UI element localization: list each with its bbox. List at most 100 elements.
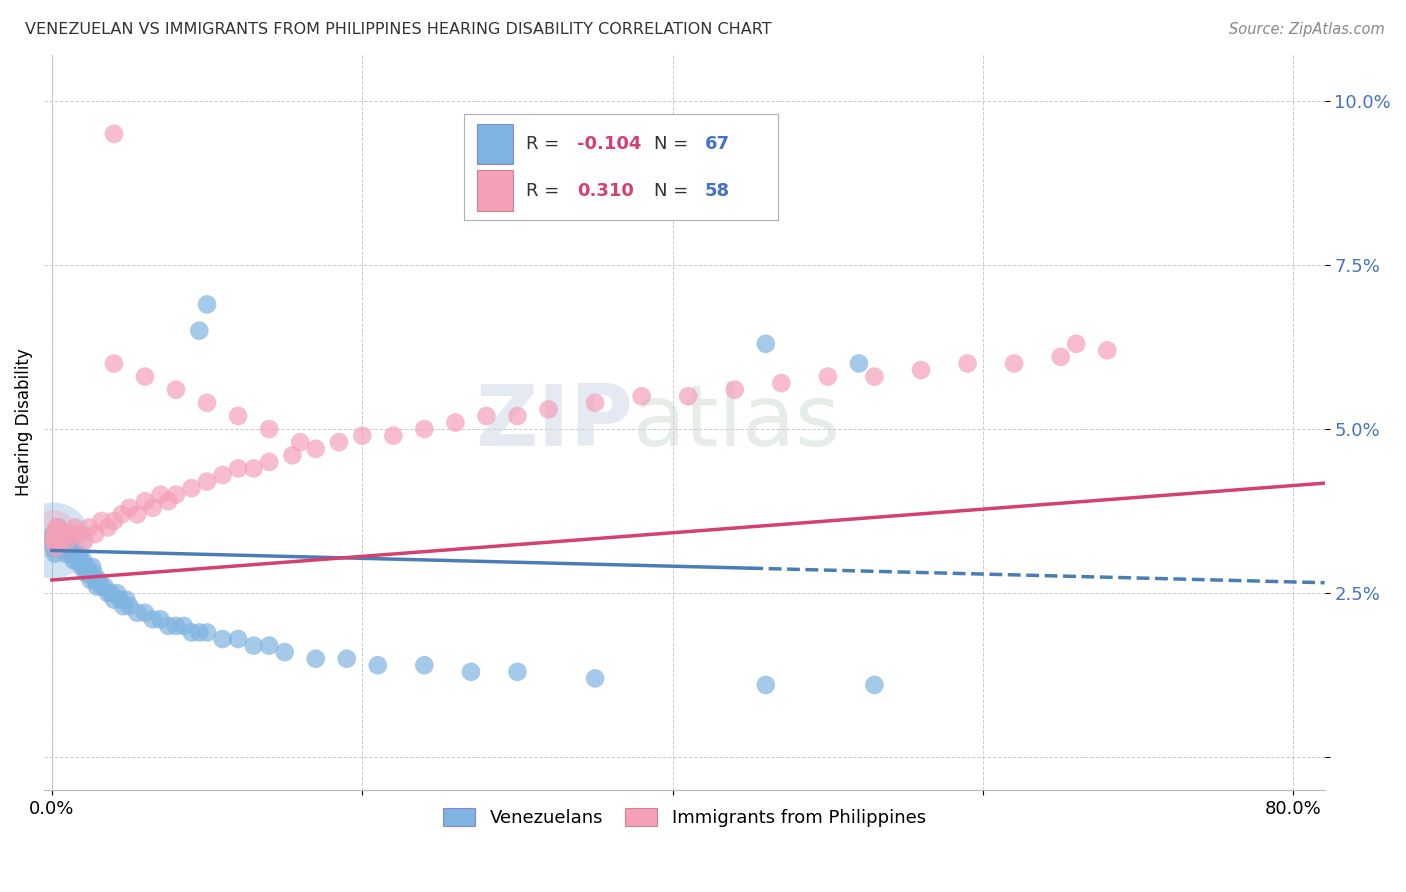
Point xyxy=(910,363,932,377)
Point xyxy=(226,409,249,423)
Point xyxy=(44,547,66,561)
Point xyxy=(90,514,112,528)
Point xyxy=(103,356,125,370)
Point xyxy=(226,461,249,475)
Point xyxy=(44,527,66,541)
Point xyxy=(83,566,105,581)
Point xyxy=(45,527,67,541)
Point xyxy=(93,580,115,594)
Point xyxy=(44,527,66,541)
Point xyxy=(45,540,67,554)
Point xyxy=(48,527,70,541)
Text: 58: 58 xyxy=(704,182,730,200)
Point xyxy=(66,553,89,567)
Point xyxy=(367,658,389,673)
Point xyxy=(84,527,107,541)
Point xyxy=(63,520,86,534)
Point xyxy=(45,527,67,541)
Text: Source: ZipAtlas.com: Source: ZipAtlas.com xyxy=(1229,22,1385,37)
Point xyxy=(444,416,467,430)
Point xyxy=(44,533,66,548)
Point xyxy=(460,665,482,679)
Point xyxy=(97,520,120,534)
Point xyxy=(506,665,529,679)
Point xyxy=(195,396,218,410)
Point xyxy=(86,580,108,594)
Point xyxy=(149,612,172,626)
Point xyxy=(46,520,69,534)
Point xyxy=(583,396,606,410)
Text: N =: N = xyxy=(654,182,693,200)
Point xyxy=(63,547,86,561)
Point xyxy=(42,527,65,541)
Point xyxy=(97,586,120,600)
Point xyxy=(211,468,233,483)
Point xyxy=(44,533,66,548)
Point xyxy=(281,448,304,462)
Point xyxy=(62,553,84,567)
Point xyxy=(630,389,652,403)
Point xyxy=(69,553,91,567)
Point xyxy=(273,645,295,659)
Point xyxy=(45,520,67,534)
Point xyxy=(537,402,560,417)
Point xyxy=(506,409,529,423)
Point xyxy=(755,336,778,351)
Point xyxy=(188,324,211,338)
Text: N =: N = xyxy=(654,135,693,153)
Point xyxy=(195,297,218,311)
Point xyxy=(134,606,156,620)
Point xyxy=(56,540,79,554)
Point xyxy=(328,435,350,450)
Text: VENEZUELAN VS IMMIGRANTS FROM PHILIPPINES HEARING DISABILITY CORRELATION CHART: VENEZUELAN VS IMMIGRANTS FROM PHILIPPINE… xyxy=(25,22,772,37)
Point xyxy=(67,547,90,561)
Point xyxy=(1002,356,1025,370)
Point xyxy=(195,475,218,489)
Text: atlas: atlas xyxy=(633,381,841,464)
Point xyxy=(413,658,436,673)
Point xyxy=(112,599,135,614)
Point xyxy=(44,533,66,548)
Point xyxy=(755,678,778,692)
Point xyxy=(257,639,280,653)
Point xyxy=(115,592,138,607)
Point xyxy=(53,527,76,541)
Point xyxy=(79,573,101,587)
Point xyxy=(118,500,141,515)
Point xyxy=(242,461,264,475)
Point xyxy=(863,369,886,384)
Point xyxy=(73,533,96,548)
Point xyxy=(956,356,979,370)
Point xyxy=(59,527,82,541)
Point xyxy=(1064,336,1087,351)
Point xyxy=(676,389,699,403)
Point xyxy=(848,356,870,370)
Point xyxy=(59,547,82,561)
Point xyxy=(134,494,156,508)
Point xyxy=(51,533,73,548)
Point xyxy=(60,540,83,554)
Point xyxy=(1097,343,1119,358)
Point xyxy=(118,599,141,614)
Point xyxy=(157,494,180,508)
Point xyxy=(42,533,65,548)
Point xyxy=(173,619,195,633)
Point xyxy=(51,533,73,548)
Point xyxy=(817,369,839,384)
Point xyxy=(103,514,125,528)
Point xyxy=(257,455,280,469)
Point xyxy=(226,632,249,646)
Point xyxy=(58,533,80,548)
Point xyxy=(100,586,122,600)
Point xyxy=(42,533,65,548)
Point xyxy=(90,580,112,594)
Point xyxy=(1049,350,1071,364)
Point xyxy=(290,435,312,450)
Point xyxy=(242,639,264,653)
Point xyxy=(352,428,374,442)
Text: 67: 67 xyxy=(704,135,730,153)
Point xyxy=(84,573,107,587)
Point xyxy=(69,527,91,541)
Point xyxy=(724,383,747,397)
Point xyxy=(77,566,100,581)
